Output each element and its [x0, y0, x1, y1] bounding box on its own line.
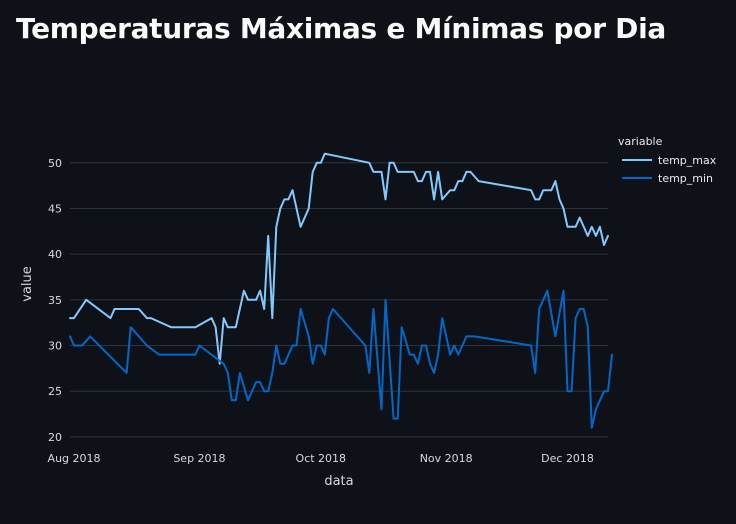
x-axis-ticks: Aug 2018 Sep 2018 Oct 2018 Nov 2018 Dec 2018 [48, 452, 594, 465]
x-tick-label: Sep 2018 [173, 452, 225, 465]
series-line-temp-min [69, 289, 613, 429]
y-axis-title: value [20, 266, 35, 302]
legend-item-label: temp_min [658, 172, 713, 185]
x-axis-title: data [324, 474, 353, 489]
y-tick-label: 45 [48, 202, 62, 215]
series-lines [69, 152, 613, 429]
legend-title: variable [618, 135, 663, 148]
series-line-temp-max [69, 152, 609, 365]
legend-item-label: temp_max [658, 154, 717, 167]
x-tick-label: Aug 2018 [48, 452, 101, 465]
y-tick-label: 40 [48, 248, 62, 261]
x-tick-label: Oct 2018 [296, 452, 347, 465]
legend[interactable]: variable temp_max temp_min [618, 135, 717, 185]
x-tick-label: Nov 2018 [420, 452, 473, 465]
x-tick-label: Dec 2018 [541, 452, 594, 465]
y-tick-label: 35 [48, 294, 62, 307]
grid-lines [70, 162, 608, 438]
y-tick-label: 50 [48, 157, 62, 170]
y-tick-label: 30 [48, 340, 62, 353]
page-title: Temperaturas Máximas e Mínimas por Dia [16, 12, 667, 45]
y-tick-label: 20 [48, 431, 62, 444]
y-tick-label: 25 [48, 385, 62, 398]
y-axis-ticks: 20 25 30 35 40 45 50 [48, 157, 62, 444]
